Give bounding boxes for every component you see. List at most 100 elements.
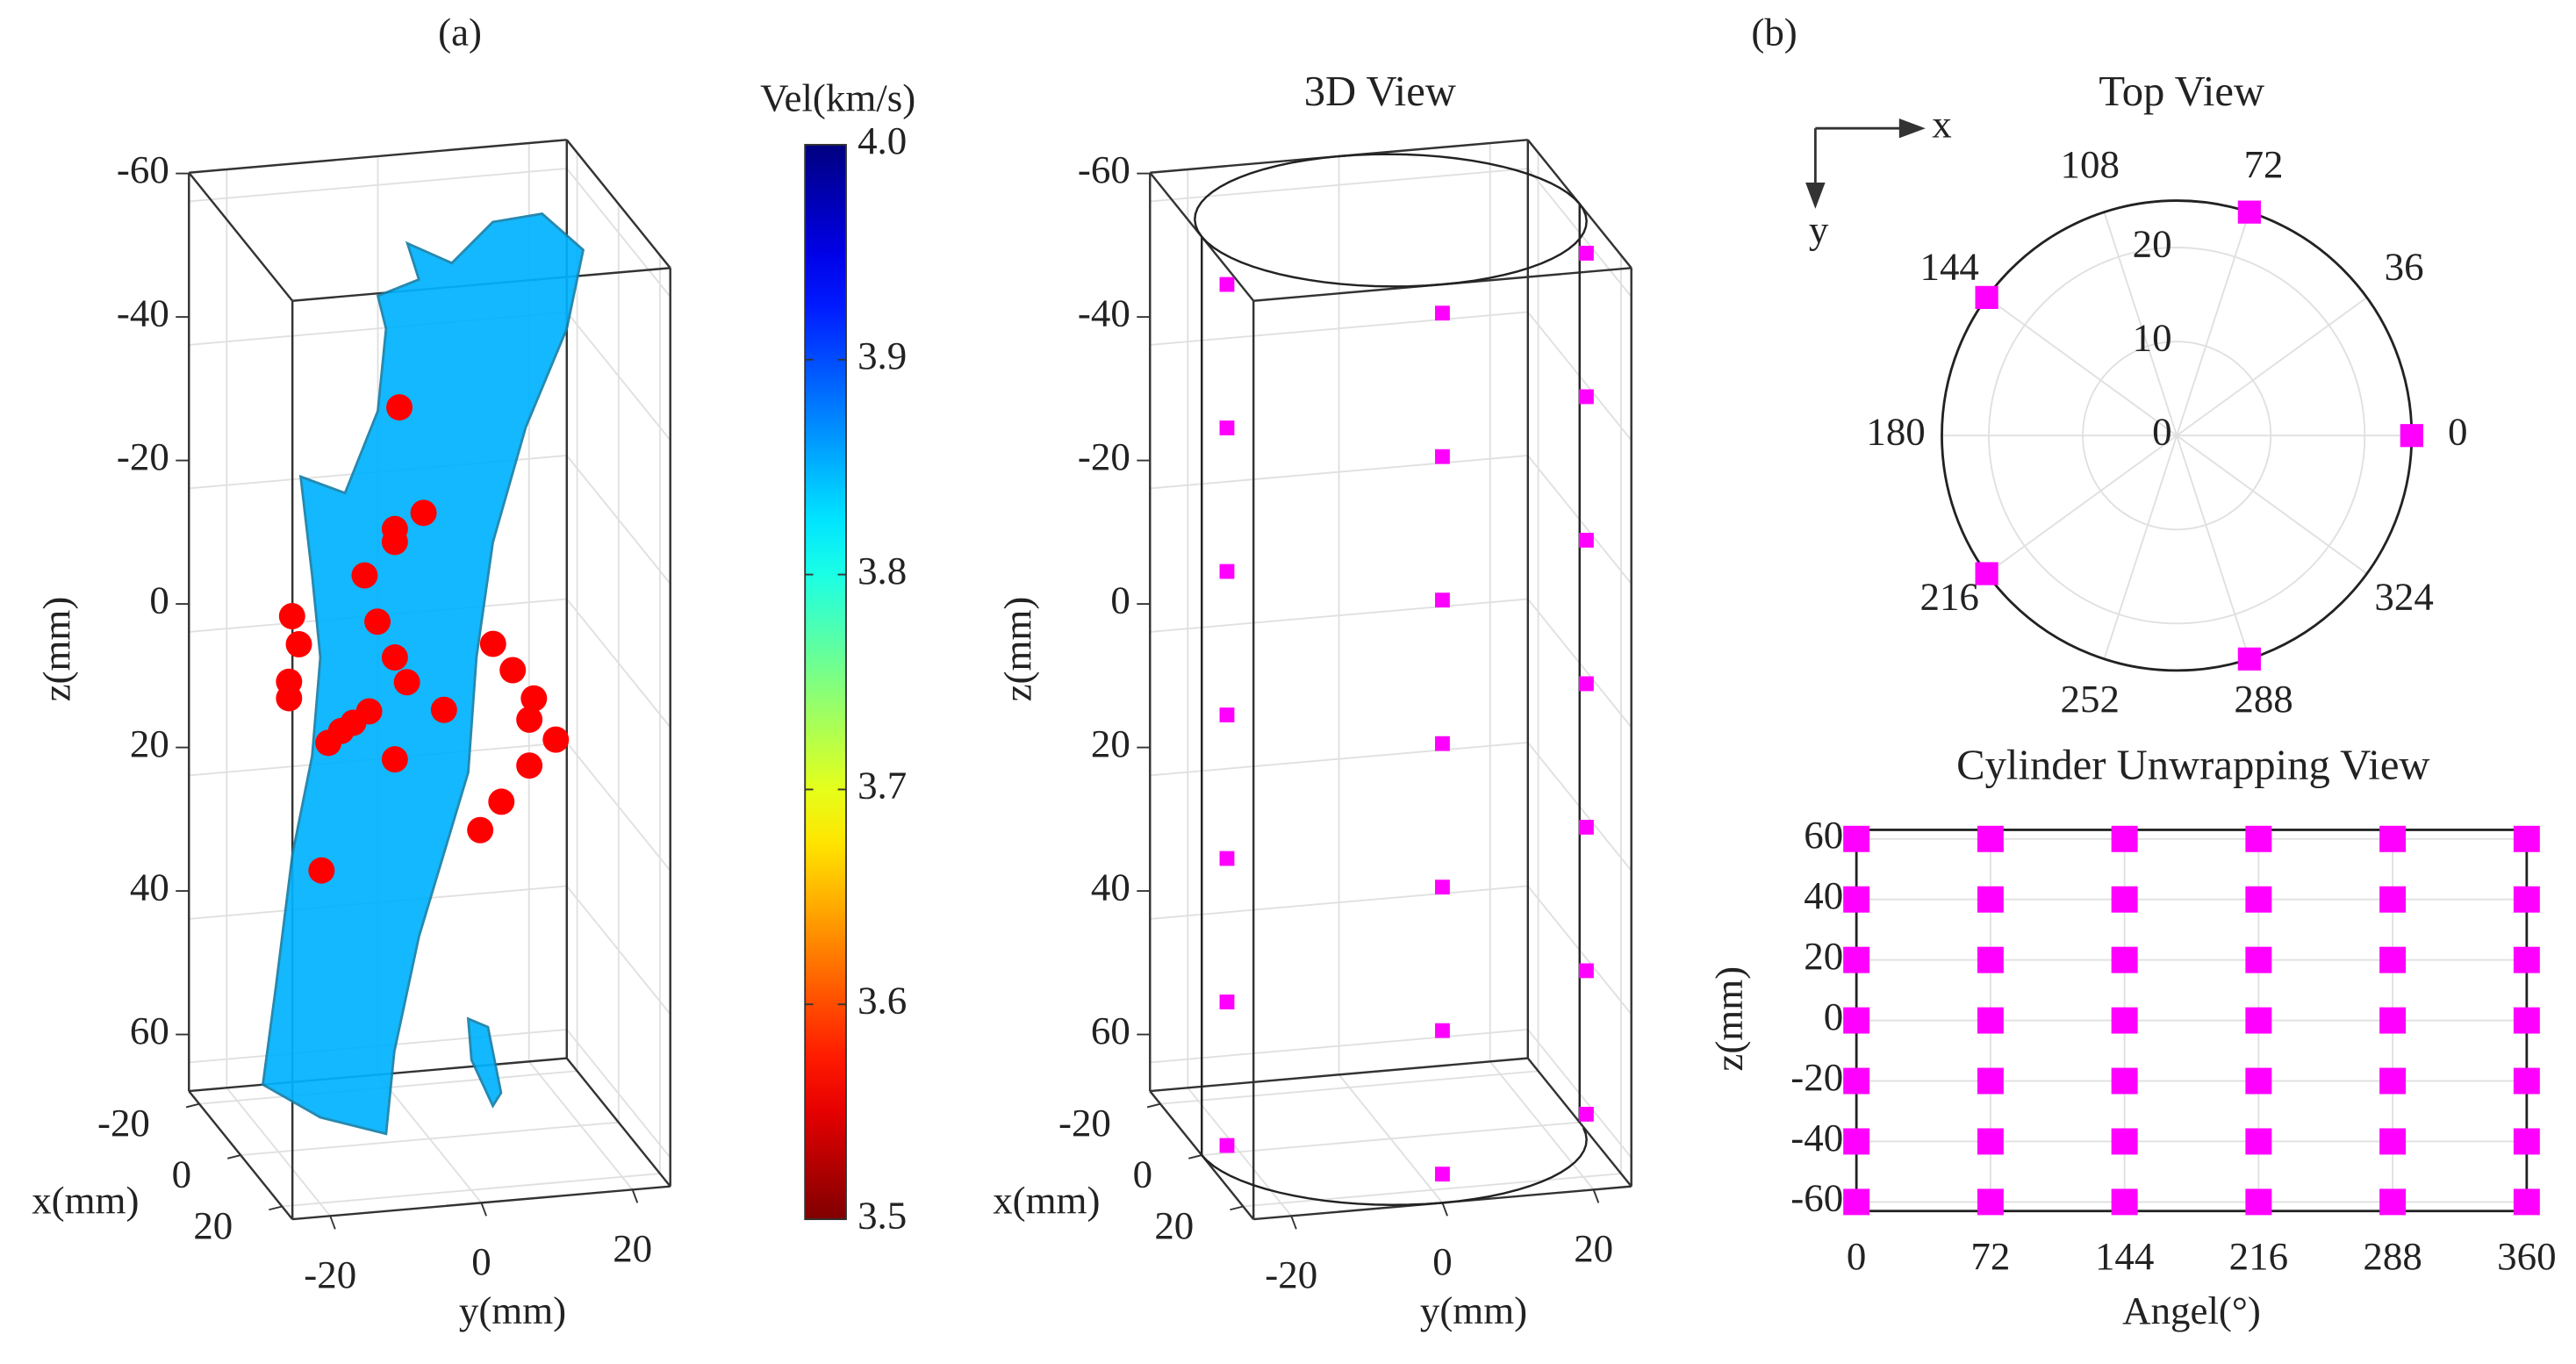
sensor bbox=[2111, 825, 2138, 852]
grid-ring bbox=[2082, 341, 2272, 531]
sensor bbox=[1435, 592, 1450, 608]
sensor bbox=[2111, 946, 2138, 973]
sensor bbox=[2111, 1007, 2138, 1034]
sensor bbox=[2245, 1188, 2272, 1216]
theta-tick-label: 108 bbox=[2061, 142, 2120, 186]
sensor bbox=[2513, 1067, 2540, 1095]
colorbar-tick-label: 4.0 bbox=[857, 118, 907, 162]
grid-line bbox=[2176, 212, 2250, 436]
theta-tick-label: 180 bbox=[1866, 410, 1925, 454]
grid-line bbox=[2176, 434, 2250, 660]
sensor bbox=[1435, 449, 1450, 464]
event-point bbox=[467, 816, 494, 844]
x-tick-label: 0 bbox=[1847, 1234, 1866, 1278]
event-point bbox=[315, 729, 342, 757]
event-point bbox=[516, 752, 543, 779]
tick-mark bbox=[1441, 1202, 1448, 1217]
grid-line bbox=[2176, 297, 2368, 436]
sensor bbox=[1977, 1007, 2004, 1034]
isosurface bbox=[466, 1016, 503, 1109]
x-axis-label: x(mm) bbox=[32, 1179, 139, 1223]
tick-mark bbox=[269, 1205, 283, 1211]
sensor bbox=[1977, 946, 2004, 973]
sensor bbox=[1843, 1128, 1870, 1155]
z-tick-label: -40 bbox=[117, 291, 169, 334]
sensor bbox=[1219, 1138, 1235, 1153]
event-point bbox=[499, 657, 527, 684]
tick-mark bbox=[1290, 1216, 1297, 1230]
sensor bbox=[1435, 879, 1450, 895]
sensor bbox=[2111, 1128, 2138, 1155]
x-tick-label: 0 bbox=[1133, 1152, 1152, 1196]
sensor bbox=[1579, 820, 1594, 835]
sensor bbox=[1843, 825, 1870, 852]
sensor bbox=[1219, 276, 1235, 292]
event-point bbox=[364, 608, 391, 635]
tick-mark bbox=[185, 1102, 200, 1109]
sensor bbox=[1579, 389, 1594, 405]
sensor bbox=[2513, 1128, 2540, 1155]
theta-tick-label: 216 bbox=[1920, 575, 1979, 619]
y-tick-label: 60 bbox=[1804, 813, 1843, 857]
event-point bbox=[381, 528, 408, 556]
sensor bbox=[1219, 707, 1235, 722]
event-point bbox=[410, 499, 437, 527]
r-tick-label: 0 bbox=[2152, 410, 2171, 454]
y-tick-label: 0 bbox=[1824, 994, 1843, 1038]
tick-mark bbox=[480, 1202, 487, 1217]
sensor bbox=[1977, 825, 2004, 852]
box-edge bbox=[1150, 1057, 1528, 1093]
y-axis-label: z(mm) bbox=[1707, 966, 1751, 1072]
sensor bbox=[2400, 424, 2423, 448]
y-tick-label: -60 bbox=[1790, 1176, 1843, 1220]
z-tick-label: -20 bbox=[1078, 434, 1130, 478]
sensor bbox=[2245, 946, 2272, 973]
sensor bbox=[2513, 825, 2540, 852]
z-axis-label: z(mm) bbox=[35, 597, 79, 702]
axis-icon-label: y bbox=[1809, 207, 1829, 251]
box-edge bbox=[188, 1090, 294, 1220]
event-point bbox=[479, 630, 506, 657]
sensor bbox=[1843, 946, 1870, 973]
x-tick-label: 360 bbox=[2497, 1234, 2556, 1278]
z-tick-label: -60 bbox=[1078, 147, 1130, 191]
y-tick-label: -20 bbox=[1265, 1253, 1317, 1296]
sensor bbox=[1219, 851, 1235, 866]
grid-line bbox=[2103, 212, 2178, 436]
x-tick-label: 288 bbox=[2363, 1234, 2422, 1278]
sensor bbox=[1579, 1106, 1594, 1122]
sensor bbox=[1843, 1007, 1870, 1034]
z-tick-label: -40 bbox=[1078, 291, 1130, 334]
y-tick-label: -40 bbox=[1790, 1116, 1843, 1159]
chart-title: 3D View bbox=[1304, 68, 1456, 115]
theta-tick-label: 324 bbox=[2374, 575, 2433, 619]
z-tick-label: 60 bbox=[130, 1009, 169, 1052]
tick-mark bbox=[1188, 1154, 1202, 1159]
y-tick-label: 20 bbox=[1574, 1226, 1613, 1270]
event-point bbox=[393, 669, 420, 696]
sensor bbox=[2379, 1128, 2407, 1155]
y-tick-label: 0 bbox=[471, 1239, 491, 1283]
y-axis-label: y(mm) bbox=[1420, 1289, 1527, 1332]
theta-tick-label: 144 bbox=[1920, 244, 1979, 288]
sensor bbox=[2245, 1128, 2272, 1155]
sensor bbox=[1219, 420, 1235, 435]
box-edge bbox=[292, 1185, 671, 1221]
arrow-head bbox=[1898, 118, 1926, 139]
colorbar-tick-label: 3.5 bbox=[857, 1193, 907, 1237]
event-point bbox=[386, 394, 413, 421]
event-point bbox=[285, 631, 312, 657]
y-axis-label: y(mm) bbox=[459, 1289, 566, 1332]
y-tick-label: 0 bbox=[1432, 1239, 1452, 1283]
event-point bbox=[355, 698, 383, 725]
sensor bbox=[1435, 1167, 1450, 1182]
sensor bbox=[1579, 676, 1594, 692]
theta-tick-label: 72 bbox=[2244, 142, 2284, 186]
grid-line bbox=[1986, 297, 2178, 436]
y-tick-label: -20 bbox=[1790, 1055, 1843, 1099]
sensor bbox=[1977, 1128, 2004, 1155]
sensor bbox=[2111, 886, 2138, 913]
sensor bbox=[1843, 1067, 1870, 1095]
x-tick-label: 216 bbox=[2229, 1234, 2288, 1278]
grid-line bbox=[2176, 434, 2368, 575]
